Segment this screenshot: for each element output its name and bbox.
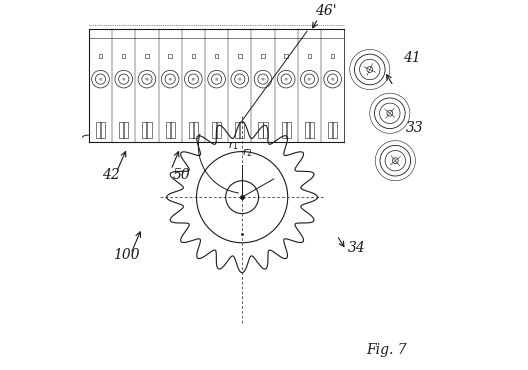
Bar bbox=[193, 122, 198, 138]
Bar bbox=[146, 122, 152, 138]
Bar bbox=[331, 54, 334, 58]
Bar bbox=[169, 122, 175, 138]
Bar bbox=[328, 122, 333, 138]
Bar bbox=[308, 54, 311, 58]
Text: $r_1$: $r_1$ bbox=[228, 139, 239, 152]
Bar bbox=[145, 54, 149, 58]
Bar bbox=[122, 54, 126, 58]
Text: 33: 33 bbox=[406, 121, 424, 135]
Bar bbox=[332, 122, 337, 138]
Bar bbox=[281, 122, 287, 138]
Text: $r_2$: $r_2$ bbox=[242, 146, 253, 159]
Bar bbox=[143, 122, 147, 138]
Text: Fig. 7: Fig. 7 bbox=[366, 343, 407, 357]
Bar bbox=[216, 122, 221, 138]
Bar bbox=[286, 122, 291, 138]
Bar bbox=[192, 54, 195, 58]
Bar bbox=[239, 122, 244, 138]
Bar bbox=[258, 122, 263, 138]
Bar bbox=[261, 54, 265, 58]
Bar bbox=[262, 122, 268, 138]
Text: 42: 42 bbox=[102, 168, 119, 182]
Text: 100: 100 bbox=[112, 248, 139, 262]
Bar bbox=[285, 54, 288, 58]
Bar bbox=[212, 122, 217, 138]
Bar bbox=[119, 122, 124, 138]
Bar bbox=[168, 54, 172, 58]
Bar bbox=[309, 122, 314, 138]
Bar bbox=[188, 122, 194, 138]
Bar bbox=[238, 54, 241, 58]
Bar bbox=[123, 122, 128, 138]
Bar bbox=[100, 122, 105, 138]
Bar bbox=[165, 122, 171, 138]
Text: 34: 34 bbox=[348, 241, 366, 255]
Text: 50: 50 bbox=[173, 168, 191, 182]
Bar bbox=[96, 122, 101, 138]
Bar bbox=[305, 122, 310, 138]
Bar bbox=[235, 122, 240, 138]
Text: 46': 46' bbox=[315, 4, 337, 18]
Bar bbox=[99, 54, 102, 58]
Bar bbox=[215, 54, 218, 58]
Text: 41: 41 bbox=[403, 51, 420, 65]
